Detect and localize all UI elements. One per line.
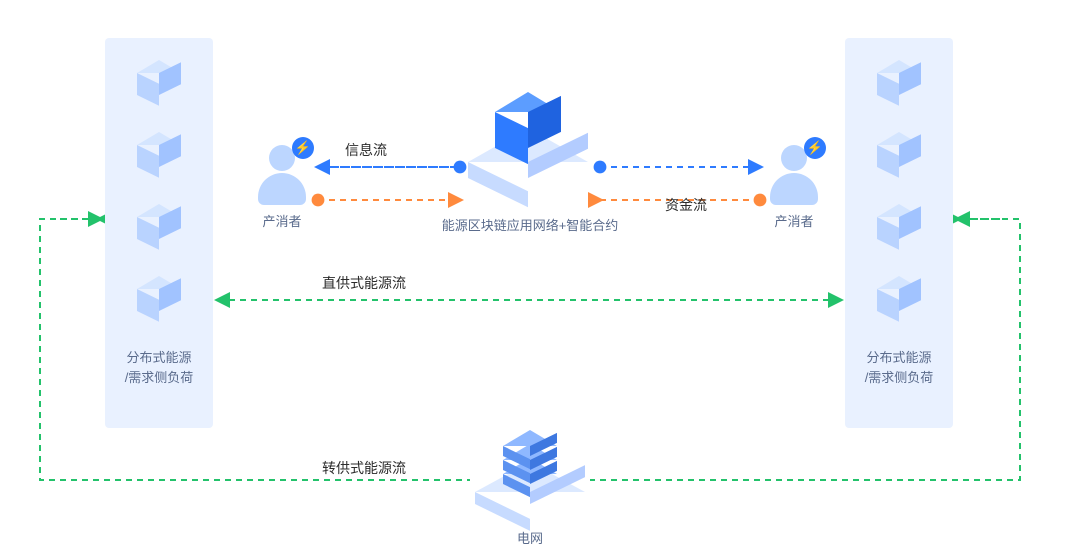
right-panel: 分布式能源 /需求侧负荷	[845, 38, 953, 428]
grid-server-icon	[475, 418, 585, 528]
cube-icon	[877, 204, 921, 248]
direct-energy-label: 直供式能源流	[322, 273, 406, 293]
diagram-canvas: 分布式能源 /需求侧负荷 分布式能源 /需求侧负荷 能源区块链应用网络+智能合约…	[0, 0, 1080, 549]
prosumer-right-icon: ⚡ 产消者	[770, 145, 818, 205]
cube-icon	[137, 204, 181, 248]
blockchain-node-icon	[468, 82, 588, 202]
right-panel-label: 分布式能源 /需求侧负荷	[845, 348, 953, 387]
lightning-badge-icon: ⚡	[292, 137, 314, 159]
cube-icon	[137, 276, 181, 320]
left-panel-label: 分布式能源 /需求侧负荷	[105, 348, 213, 387]
money-flow-label: 资金流	[665, 195, 707, 215]
center-caption: 能源区块链应用网络+智能合约	[430, 215, 630, 234]
cube-icon	[877, 276, 921, 320]
cube-icon	[137, 60, 181, 104]
info-flow-label: 信息流	[345, 140, 387, 160]
prosumer-right-label: 产消者	[750, 211, 838, 230]
server-caption: 电网	[505, 528, 555, 547]
cube-icon	[877, 132, 921, 176]
prosumer-left-icon: ⚡ 产消者	[258, 145, 306, 205]
lightning-badge-icon: ⚡	[804, 137, 826, 159]
relay-energy-right	[590, 219, 1020, 480]
left-panel: 分布式能源 /需求侧负荷	[105, 38, 213, 428]
prosumer-left-label: 产消者	[238, 211, 326, 230]
cube-icon	[877, 60, 921, 104]
relay-energy-label: 转供式能源流	[322, 458, 406, 478]
cube-icon	[137, 132, 181, 176]
